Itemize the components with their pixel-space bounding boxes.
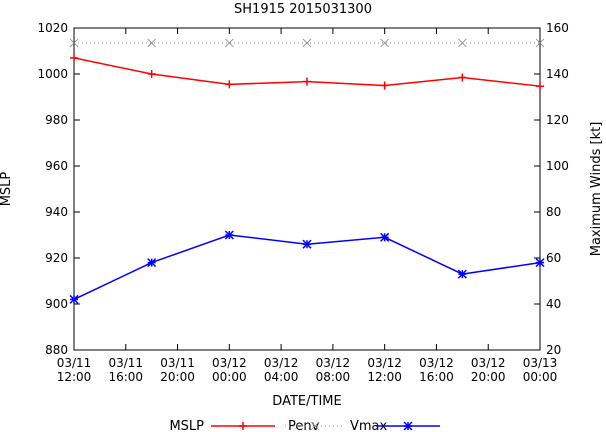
x-tick-date: 03/12 <box>264 356 299 370</box>
series-2-point <box>147 258 157 268</box>
x-tick-date: 03/12 <box>419 356 454 370</box>
plot-frame <box>73 27 541 351</box>
vmax-point <box>69 38 79 48</box>
vmax-point-stroke <box>147 38 156 48</box>
chart-title: SH1915 2015031300 <box>234 2 372 17</box>
x-axis: 03/1112:0003/1116:0003/1120:0003/1200:00… <box>57 28 558 384</box>
x-tick-time: 12:00 <box>57 370 92 384</box>
series-2-point-stroke <box>302 239 312 249</box>
legend: MSLP Penv Vmax <box>169 419 440 432</box>
series-2-point-stroke <box>69 294 79 304</box>
left-tick-label: 980 <box>45 113 68 127</box>
left-tick-label: 1000 <box>37 67 68 81</box>
vmax-point <box>225 38 234 48</box>
legend-wind-marker-stroke <box>403 421 413 431</box>
x-axis-title: DATE/TIME <box>272 394 341 409</box>
x-tick-time: 16:00 <box>419 370 454 384</box>
right-tick-label: 40 <box>546 297 561 311</box>
x-tick-date: 03/11 <box>57 356 92 370</box>
left-tick-label: 940 <box>45 205 68 219</box>
right-axis: 20 40 60 80 100 120 140 160 <box>534 21 569 357</box>
penv-point <box>458 73 467 82</box>
left-axis-title: MSLP <box>0 172 14 207</box>
penv-point <box>147 70 156 78</box>
vmax-point <box>302 38 312 48</box>
vmax-point <box>535 38 545 48</box>
legend-penv-marker <box>239 422 247 430</box>
left-tick-label: 1020 <box>37 21 68 35</box>
series-2-point <box>69 294 79 304</box>
penv-point <box>225 80 234 89</box>
right-tick-label: 100 <box>546 159 569 173</box>
x-tick-time: 20:00 <box>160 370 195 384</box>
series-layer <box>69 38 545 304</box>
right-tick-label: 120 <box>546 113 569 127</box>
x-tick-time: 16:00 <box>108 370 143 384</box>
series-2-point <box>535 258 545 268</box>
x-tick-time: 04:00 <box>264 370 299 384</box>
x-tick-date: 03/12 <box>367 356 402 370</box>
x-tick-date: 03/12 <box>316 356 351 370</box>
series-2-point-stroke <box>380 232 390 242</box>
vmax-point <box>458 38 467 48</box>
series-2-point-stroke <box>224 230 234 240</box>
left-axis: 880 900 920 940 960 980 1000 1020 <box>37 21 80 357</box>
penv-point <box>536 82 544 91</box>
series-2-point-stroke <box>147 258 157 268</box>
series-2-point <box>224 230 234 240</box>
vmax-point-stroke <box>535 38 545 48</box>
x-tick-time: 08:00 <box>316 370 351 384</box>
legend-vmax-label: Vmax <box>350 419 388 432</box>
vmax-point <box>147 38 156 48</box>
right-tick-label: 160 <box>546 21 569 35</box>
x-tick-time: 00:00 <box>523 370 558 384</box>
legend-wind-marker <box>403 421 413 431</box>
x-tick-date: 03/12 <box>212 356 247 370</box>
vmax-point-stroke <box>458 38 467 48</box>
x-tick-date: 03/11 <box>160 356 195 370</box>
x-tick-time: 00:00 <box>212 370 247 384</box>
x-tick-time: 20:00 <box>471 370 506 384</box>
right-tick-label: 80 <box>546 205 561 219</box>
penv-point <box>303 77 311 86</box>
vmax-point-stroke <box>302 38 312 48</box>
series-2-point <box>302 239 312 249</box>
right-axis-title: Maximum Winds [kt] <box>589 122 604 257</box>
series-2-point-stroke <box>535 258 545 268</box>
vmax-point-stroke <box>380 38 389 48</box>
left-tick-label: 880 <box>45 343 68 357</box>
right-tick-label: 60 <box>546 251 561 265</box>
vmax-point-stroke <box>225 38 234 48</box>
legend-vmax-marker <box>310 421 320 431</box>
x-tick-date: 03/12 <box>471 356 506 370</box>
left-tick-label: 900 <box>45 297 68 311</box>
left-tick-label: 920 <box>45 251 68 265</box>
x-tick-time: 12:00 <box>367 370 402 384</box>
legend-title: MSLP <box>169 419 204 432</box>
left-tick-label: 960 <box>45 159 68 173</box>
penv-point <box>380 81 389 90</box>
x-tick-date: 03/13 <box>523 356 558 370</box>
x-tick-date: 03/11 <box>108 356 143 370</box>
right-tick-label: 20 <box>546 343 561 357</box>
series-2-point <box>457 269 467 279</box>
right-tick-label: 140 <box>546 67 569 81</box>
vmax-point-stroke <box>69 38 79 48</box>
series-2-point-stroke <box>457 269 467 279</box>
penv-point <box>70 53 78 62</box>
legend-vmax-marker-stroke <box>310 421 320 431</box>
series-2-point <box>380 232 390 242</box>
vmax-point <box>380 38 389 48</box>
